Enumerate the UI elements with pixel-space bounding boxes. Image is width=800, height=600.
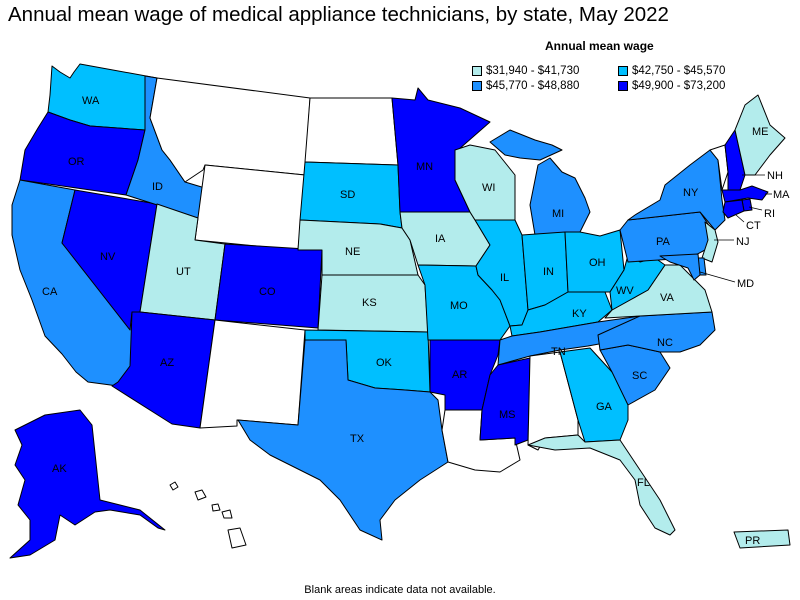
legend-swatch-3 [472, 81, 482, 91]
label-ca: CA [42, 286, 58, 298]
legend-label-2: $42,750 - $45,570 [632, 65, 726, 77]
label-ky: KY [572, 308, 587, 320]
label-ga: GA [596, 401, 613, 413]
label-or: OR [68, 156, 85, 168]
label-fl: FL [637, 477, 650, 489]
leader-ri [748, 206, 763, 211]
state-nd[interactable] [304, 97, 399, 166]
label-md: MD [737, 278, 754, 290]
label-ms: MS [499, 409, 516, 421]
state-ct[interactable] [722, 199, 745, 219]
label-nc: NC [657, 337, 673, 349]
state-wv[interactable] [609, 254, 666, 311]
label-ok: OK [376, 357, 393, 369]
state-mt[interactable] [149, 77, 311, 183]
label-ny: NY [683, 187, 699, 199]
legend-item-4: $49,900 - $73,200 [618, 80, 725, 92]
label-ct: CT [746, 220, 761, 232]
label-pr: PR [745, 535, 760, 547]
state-mi-upper[interactable] [489, 129, 563, 161]
legend-item-1: $31,940 - $41,730 [472, 65, 579, 77]
label-az: AZ [160, 357, 174, 369]
label-ia: IA [435, 233, 446, 245]
label-mn: MN [416, 161, 433, 173]
leader-md [699, 271, 736, 283]
legend-label-4: $49,900 - $73,200 [632, 80, 726, 92]
state-mi[interactable] [529, 157, 591, 236]
label-mi: MI [552, 208, 564, 220]
label-id: ID [152, 181, 163, 193]
label-wa: WA [82, 95, 100, 107]
state-il[interactable] [474, 219, 529, 327]
state-vt[interactable] [709, 144, 729, 191]
state-wy[interactable] [194, 164, 306, 251]
label-ut: UT [176, 266, 191, 278]
legend-title: Annual mean wage [545, 39, 654, 53]
state-tx[interactable] [237, 339, 449, 541]
label-nj: NJ [736, 236, 749, 248]
state-pr[interactable] [733, 529, 791, 549]
state-nj[interactable] [701, 221, 719, 263]
legend-swatch-1 [472, 66, 482, 76]
label-me: ME [752, 126, 769, 138]
state-ny[interactable] [627, 149, 726, 231]
state-fl[interactable] [527, 434, 676, 536]
label-tx: TX [350, 433, 365, 445]
label-sc: SC [632, 370, 647, 382]
state-ga[interactable] [559, 347, 629, 443]
legend-item-2: $42,750 - $45,570 [618, 65, 725, 77]
label-va: VA [660, 292, 675, 304]
label-ri: RI [764, 208, 775, 220]
label-mo: MO [450, 300, 468, 312]
label-sd: SD [340, 189, 355, 201]
state-mn[interactable] [391, 87, 491, 213]
map-title: Annual mean wage of medical appliance te… [8, 3, 669, 26]
leader-ct [735, 214, 745, 223]
label-ks: KS [362, 297, 377, 309]
label-ne: NE [345, 246, 360, 258]
label-il: IL [500, 272, 509, 284]
label-nv: NV [100, 251, 116, 263]
footnote: Blank areas indicate data not available. [304, 584, 496, 596]
state-hi[interactable] [169, 481, 247, 549]
label-ma: MA [773, 189, 790, 201]
label-ak: AK [52, 463, 67, 475]
state-ak[interactable] [9, 409, 166, 559]
label-tn: TN [551, 346, 566, 358]
legend-item-3: $45,770 - $48,880 [472, 80, 579, 92]
label-nh: NH [767, 170, 783, 182]
legend-swatch-4 [618, 81, 628, 91]
state-md[interactable] [659, 253, 701, 281]
label-oh: OH [589, 257, 606, 269]
label-ar: AR [452, 369, 467, 381]
label-in: IN [543, 266, 554, 278]
legend-label-1: $31,940 - $41,730 [486, 65, 580, 77]
label-co: CO [259, 286, 276, 298]
legend-label-3: $45,770 - $48,880 [486, 80, 580, 92]
label-pa: PA [656, 236, 671, 248]
label-wi: WI [482, 182, 495, 194]
state-nm[interactable] [199, 319, 306, 429]
legend-swatch-2 [618, 66, 628, 76]
label-wv: WV [616, 285, 634, 297]
